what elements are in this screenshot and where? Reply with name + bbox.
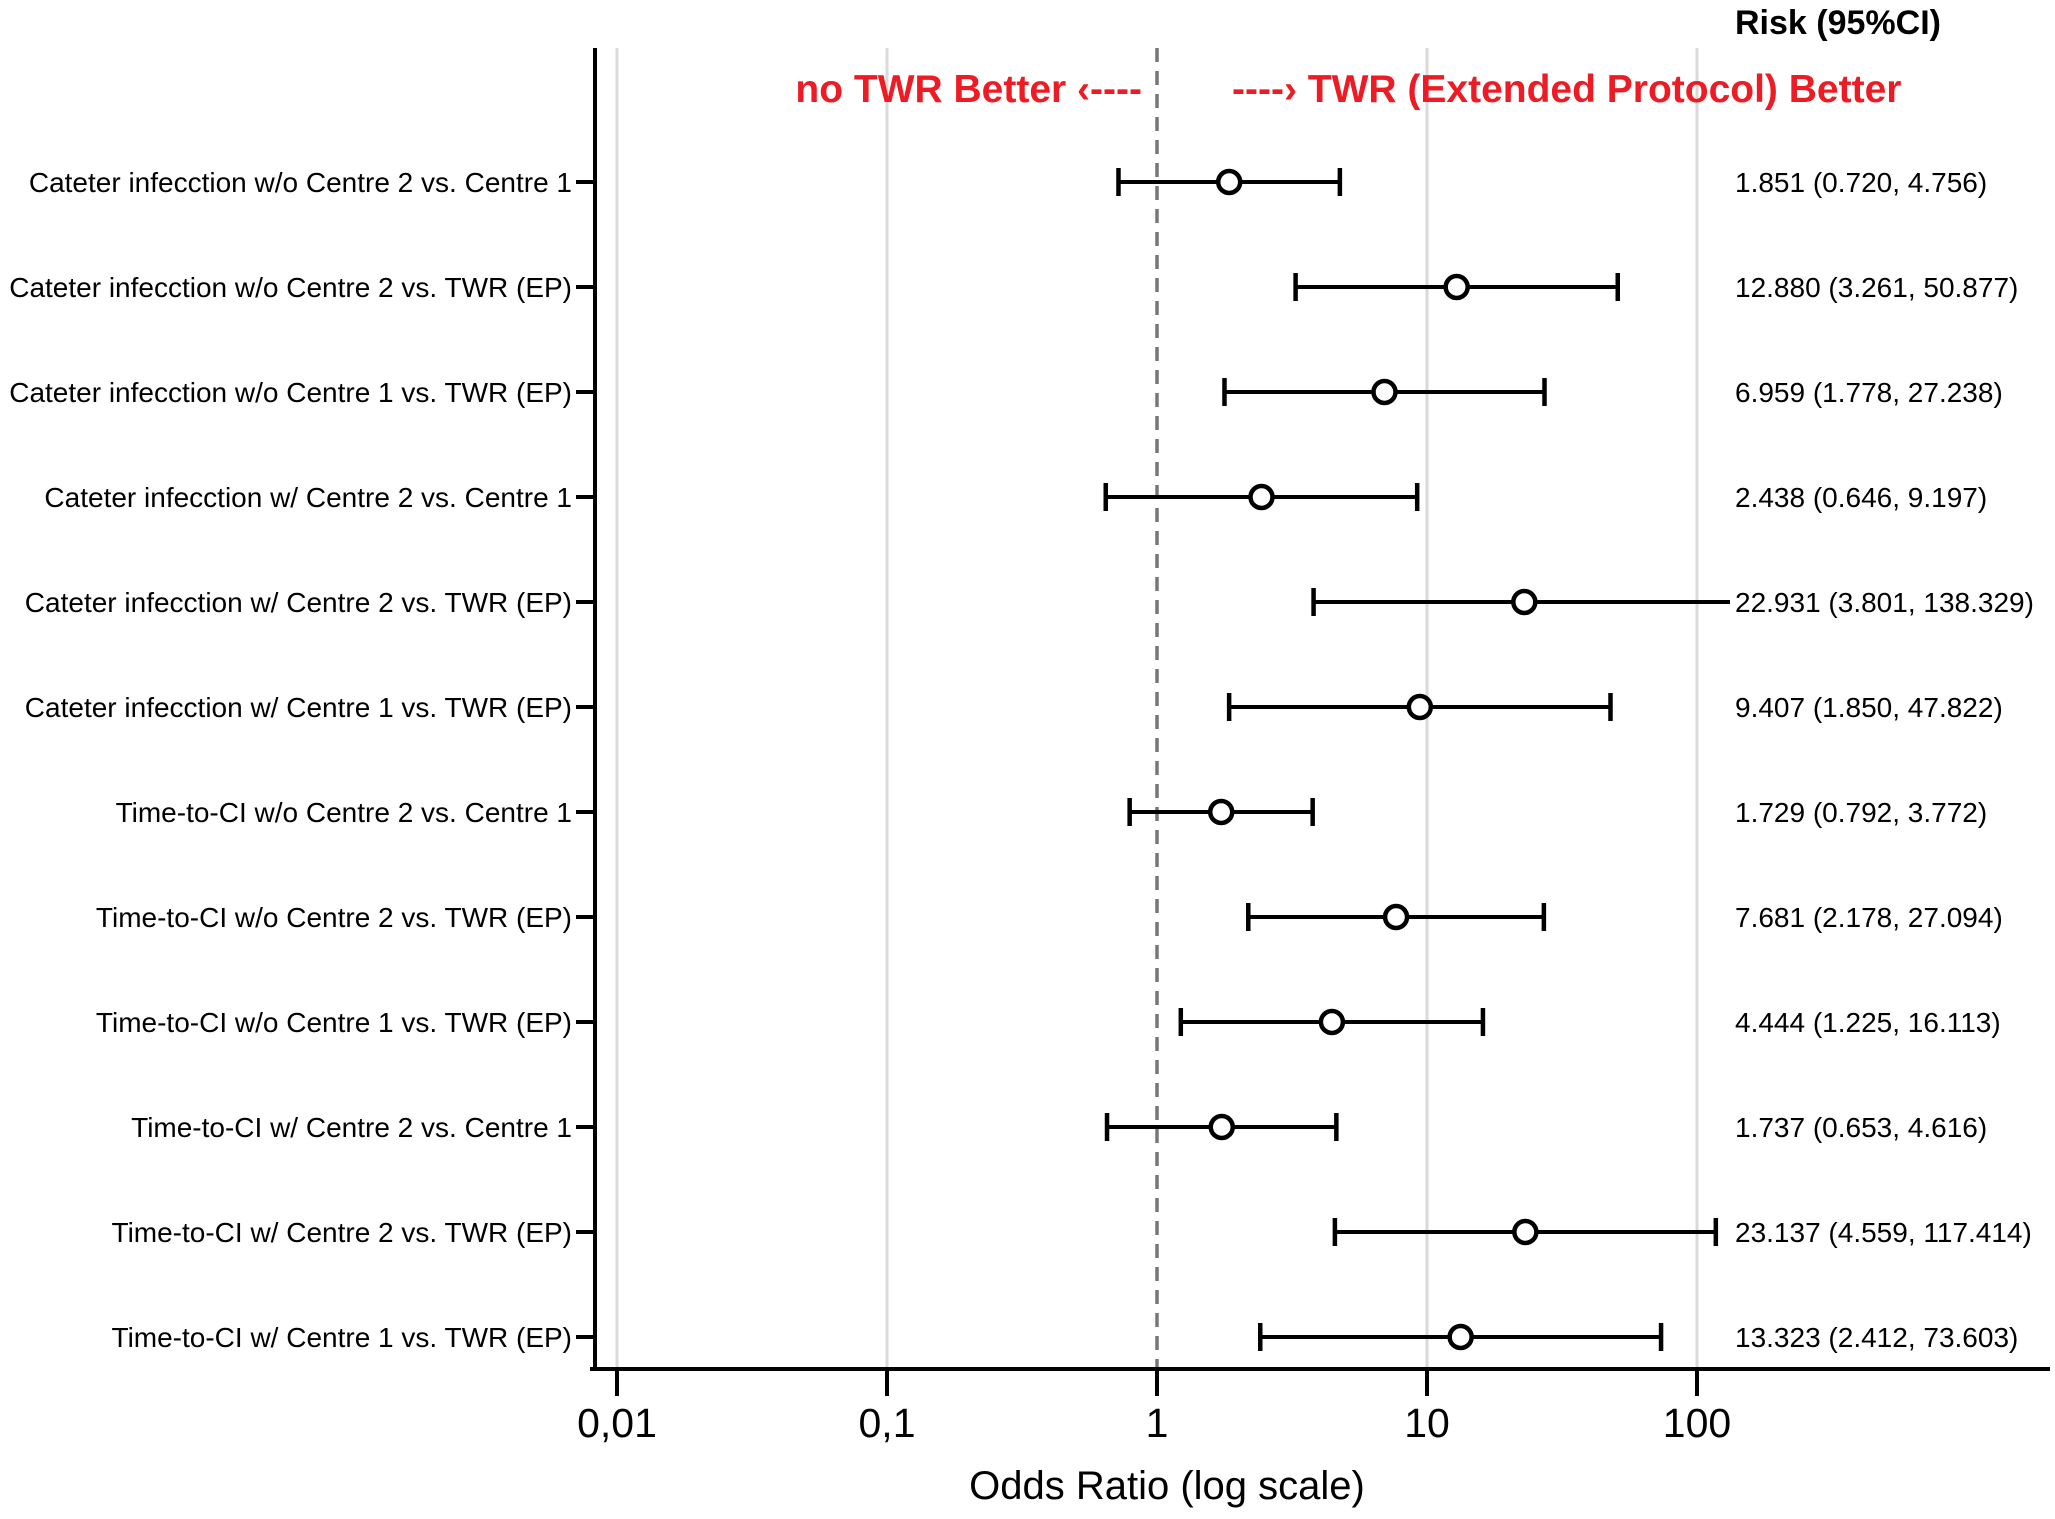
x-tick-label: 100 [1663,1400,1731,1446]
odds-ratio-marker [1512,1218,1539,1246]
odds-ratio-marker [1248,483,1275,511]
annotation-twr-better: ----› TWR (Extended Protocol) Better [1232,68,1902,111]
risk-value: 12.880 (3.261, 50.877) [1735,272,2018,303]
risk-value: 2.438 (0.646, 9.197) [1735,482,1987,513]
row-label: Cateter infecction w/o Centre 2 vs. TWR … [9,272,572,303]
row-label: Cateter infecction w/ Centre 2 vs. Centr… [44,482,572,513]
x-tick-label: 10 [1404,1400,1450,1446]
row-label: Time-to-CI w/o Centre 2 vs. TWR (EP) [96,902,572,933]
row-label: Cateter infecction w/ Centre 2 vs. TWR (… [25,587,572,618]
row-label: Cateter infecction w/o Centre 1 vs. TWR … [9,377,572,408]
odds-ratio-marker [1511,588,1538,616]
x-tick-label: 0,01 [577,1400,657,1446]
row-label: Time-to-CI w/o Centre 2 vs. Centre 1 [116,797,572,828]
odds-ratio-marker [1382,903,1410,931]
odds-ratio-marker [1215,168,1243,196]
odds-ratio-marker [1207,798,1235,826]
risk-value: 23.137 (4.559, 117.414) [1735,1217,2032,1248]
x-tick-label: 1 [1146,1400,1169,1446]
annotation-no-twr-better: no TWR Better ‹---- [795,68,1142,111]
odds-ratio-marker [1371,378,1398,406]
risk-value: 9.407 (1.850, 47.822) [1735,692,2003,723]
odds-ratio-marker [1208,1113,1235,1141]
risk-value: 13.323 (2.412, 73.603) [1735,1322,2018,1353]
row-label: Time-to-CI w/ Centre 2 vs. TWR (EP) [112,1217,573,1248]
risk-value: 1.729 (0.792, 3.772) [1735,797,1987,828]
row-label: Cateter infecction w/o Centre 2 vs. Cent… [29,167,572,198]
risk-column-header: Risk (95%CI) [1735,4,1941,42]
row-label: Time-to-CI w/o Centre 1 vs. TWR (EP) [96,1007,572,1038]
odds-ratio-marker [1406,693,1434,721]
risk-value: 1.737 (0.653, 4.616) [1735,1112,1987,1143]
x-axis-title: Odds Ratio (log scale) [969,1464,1365,1508]
row-label: Time-to-CI w/ Centre 2 vs. Centre 1 [131,1112,572,1143]
odds-ratio-marker [1318,1008,1346,1036]
risk-value: 22.931 (3.801, 138.329) [1735,587,2034,618]
odds-ratio-marker [1443,273,1470,301]
odds-ratio-marker [1447,1323,1474,1351]
risk-value: 1.851 (0.720, 4.756) [1735,167,1987,198]
risk-value: 6.959 (1.778, 27.238) [1735,377,2003,408]
row-label: Cateter infecction w/ Centre 1 vs. TWR (… [25,692,572,723]
x-tick-label: 0,1 [859,1400,916,1446]
risk-value: 4.444 (1.225, 16.113) [1735,1007,2001,1038]
row-label: Time-to-CI w/ Centre 1 vs. TWR (EP) [112,1322,573,1353]
risk-value: 7.681 (2.178, 27.094) [1735,902,2003,933]
